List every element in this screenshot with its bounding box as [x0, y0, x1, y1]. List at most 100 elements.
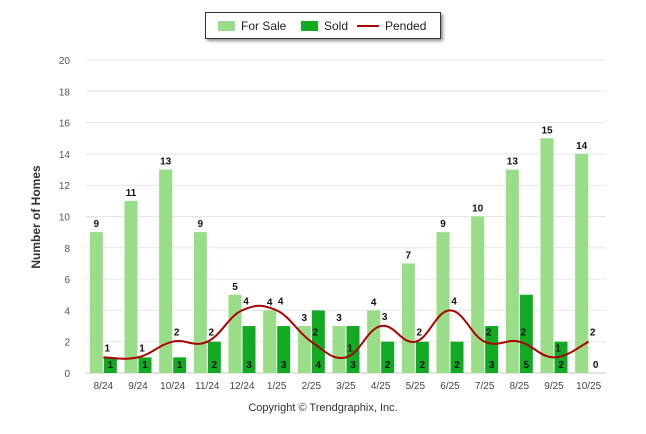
bar-for-sale	[401, 263, 415, 373]
sold-swatch	[301, 20, 318, 31]
x-tick-label: 4/25	[371, 381, 391, 392]
x-tick-label: 9/25	[544, 381, 564, 392]
bar-sold	[173, 357, 187, 373]
bar-for-sale	[124, 200, 138, 373]
x-tick-label: 9/24	[128, 381, 148, 392]
for-sale-value-label: 11	[126, 188, 137, 199]
y-tick-label: 12	[59, 181, 71, 192]
y-tick-label: 4	[64, 306, 70, 317]
bar-sold	[485, 326, 499, 373]
y-tick-label: 2	[64, 338, 70, 349]
for-sale-value-label: 4	[371, 297, 377, 308]
bar-sold	[138, 357, 152, 373]
x-tick-label: 10/24	[160, 381, 185, 392]
pended-value-label: 2	[521, 328, 527, 339]
legend-label-for-sale: For Sale	[241, 18, 287, 33]
bar-for-sale	[575, 153, 589, 373]
bar-for-sale	[367, 310, 381, 373]
sold-value-label: 1	[108, 360, 114, 371]
bar-for-sale	[436, 232, 450, 373]
legend: For Sale Sold Pended	[205, 12, 441, 39]
pended-value-label: 2	[417, 328, 423, 339]
bar-sold	[519, 294, 533, 373]
bar-sold	[415, 341, 429, 373]
for-sale-value-label: 7	[406, 250, 412, 261]
bar-for-sale	[89, 232, 103, 373]
legend-label-sold: Sold	[324, 18, 349, 33]
for-sale-value-label: 14	[576, 141, 588, 152]
bar-sold	[277, 326, 291, 373]
x-tick-label: 8/24	[94, 381, 114, 392]
copyright-text: Copyright © Trendgraphix, Inc.	[248, 402, 398, 414]
pended-line-series	[103, 304, 590, 360]
bar-for-sale	[471, 216, 485, 373]
bar-sold	[103, 357, 117, 373]
pended-value-label: 4	[278, 296, 284, 307]
for-sale-value-label: 10	[472, 204, 484, 215]
pended-value-label: 1	[105, 343, 111, 354]
sold-value-label: 5	[524, 360, 530, 371]
pended-value-label: 2	[313, 328, 319, 339]
sold-value-label: 1	[177, 360, 183, 371]
sold-value-label: 4	[316, 360, 322, 371]
pended-value-label: 2	[486, 328, 492, 339]
x-tick-label: 11/24	[195, 381, 220, 392]
pended-value-label: 4	[451, 296, 457, 307]
bar-for-sale	[228, 294, 242, 373]
pended-value-label: 2	[174, 328, 180, 339]
for-sale-value-label: 3	[336, 313, 342, 324]
bar-sold	[207, 341, 221, 373]
pended-value-label: 1	[139, 343, 145, 354]
bar-for-sale	[193, 232, 207, 373]
sold-value-label: 2	[385, 360, 391, 371]
sold-value-label: 3	[246, 360, 252, 371]
x-tick-label: 2/25	[302, 381, 322, 392]
x-tick-label: 12/24	[229, 381, 254, 392]
pended-value-label: 4	[243, 296, 249, 307]
bar-sold	[381, 341, 395, 373]
legend-item-for-sale[interactable]: For Sale	[218, 13, 286, 38]
y-tick-label: 6	[64, 275, 70, 286]
bars	[89, 138, 589, 373]
sold-value-label: 2	[454, 360, 460, 371]
x-tick-label: 10/25	[576, 381, 601, 392]
bar-sold	[346, 326, 360, 373]
legend-item-pended[interactable]: Pended	[357, 13, 426, 38]
bar-sold	[242, 326, 256, 373]
legend-item-sold[interactable]: Sold	[301, 13, 348, 38]
y-axis-title: Number of Homes	[29, 165, 43, 269]
legend-label-pended: Pended	[385, 18, 427, 33]
x-tick-label: 7/25	[475, 381, 495, 392]
for-sale-value-label: 9	[198, 219, 204, 230]
bar-for-sale	[159, 169, 173, 373]
pended-value-label: 1	[555, 343, 561, 354]
pended-value-label: 1	[347, 343, 353, 354]
bar-for-sale	[505, 169, 519, 373]
y-tick-label: 18	[59, 87, 71, 98]
y-tick-label: 14	[59, 150, 71, 161]
for-sale-value-label: 3	[302, 313, 308, 324]
sold-value-label: 2	[212, 360, 218, 371]
bar-for-sale	[540, 138, 554, 373]
bar-for-sale	[332, 326, 346, 373]
y-tick-label: 8	[64, 244, 70, 255]
sold-value-label: 0	[593, 360, 599, 371]
for-sale-value-label: 13	[507, 157, 519, 168]
pended-value-label: 3	[382, 312, 388, 323]
bar-for-sale	[297, 326, 311, 373]
x-tick-label: 5/25	[406, 381, 426, 392]
sold-value-label: 1	[142, 360, 148, 371]
x-tick-label: 1/25	[267, 381, 287, 392]
sold-value-label: 2	[420, 360, 426, 371]
for-sale-value-label: 4	[267, 297, 273, 308]
for-sale-value-label: 15	[541, 125, 553, 136]
bar-for-sale	[263, 310, 277, 373]
pended-swatch	[357, 24, 379, 27]
sold-value-label: 3	[281, 360, 287, 371]
y-tick-label: 0	[64, 369, 70, 380]
x-tick-labels: 8/24 9/24 10/24 11/24 12/24 1/25 2/25 3/25 4/25 5…	[94, 381, 602, 392]
y-tick-label: 16	[59, 119, 71, 130]
bar-sold	[450, 341, 464, 373]
